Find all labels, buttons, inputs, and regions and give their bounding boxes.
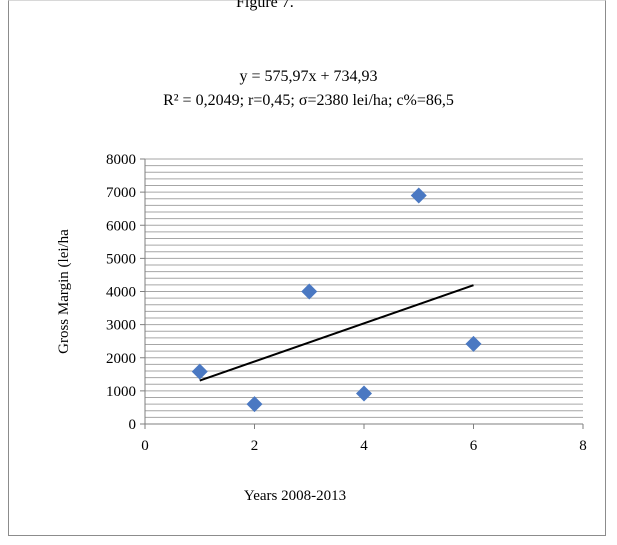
data-point xyxy=(246,396,263,413)
x-tick-label: 6 xyxy=(470,438,478,454)
data-point xyxy=(465,335,482,352)
y-tick-label: 7000 xyxy=(106,185,136,201)
y-tick-label: 2000 xyxy=(106,351,136,367)
trendline-equation: y = 575,97x + 734,93 xyxy=(239,68,378,85)
data-point xyxy=(356,385,372,402)
axes xyxy=(140,158,584,429)
y-axis-title: Gross Margin (lei/ha xyxy=(56,229,72,354)
gridlines xyxy=(145,158,583,418)
regression-stats: R² = 0,2049; r=0,45; σ=2380 lei/ha; c%=8… xyxy=(163,92,454,109)
y-tick-label: 8000 xyxy=(106,152,136,168)
x-tick-label: 8 xyxy=(579,438,587,454)
trendline xyxy=(199,284,474,382)
y-tick-labels: 0 1000 2000 3000 4000 5000 6000 7000 8000 xyxy=(106,152,136,433)
x-tick-label: 0 xyxy=(141,438,149,454)
x-axis-title: Years 2008-2013 xyxy=(244,488,346,504)
data-point xyxy=(191,363,208,380)
data-point xyxy=(410,187,427,204)
x-tick-labels: 0 2 4 6 8 xyxy=(141,438,587,454)
x-tick-label: 2 xyxy=(251,438,259,454)
y-tick-label: 4000 xyxy=(106,285,136,301)
y-tick-label: 5000 xyxy=(106,251,136,267)
y-tick-label: 6000 xyxy=(106,218,136,234)
y-tick-label: 0 xyxy=(129,417,137,433)
x-tick-label: 4 xyxy=(360,438,368,454)
trendline-group xyxy=(199,284,474,382)
y-tick-label: 1000 xyxy=(106,384,136,400)
data-points xyxy=(191,187,482,413)
y-tick-label: 3000 xyxy=(106,318,136,334)
chart-frame xyxy=(8,0,606,536)
data-point xyxy=(301,283,318,300)
figure-caption-fragment: Figure 7. xyxy=(236,0,294,11)
